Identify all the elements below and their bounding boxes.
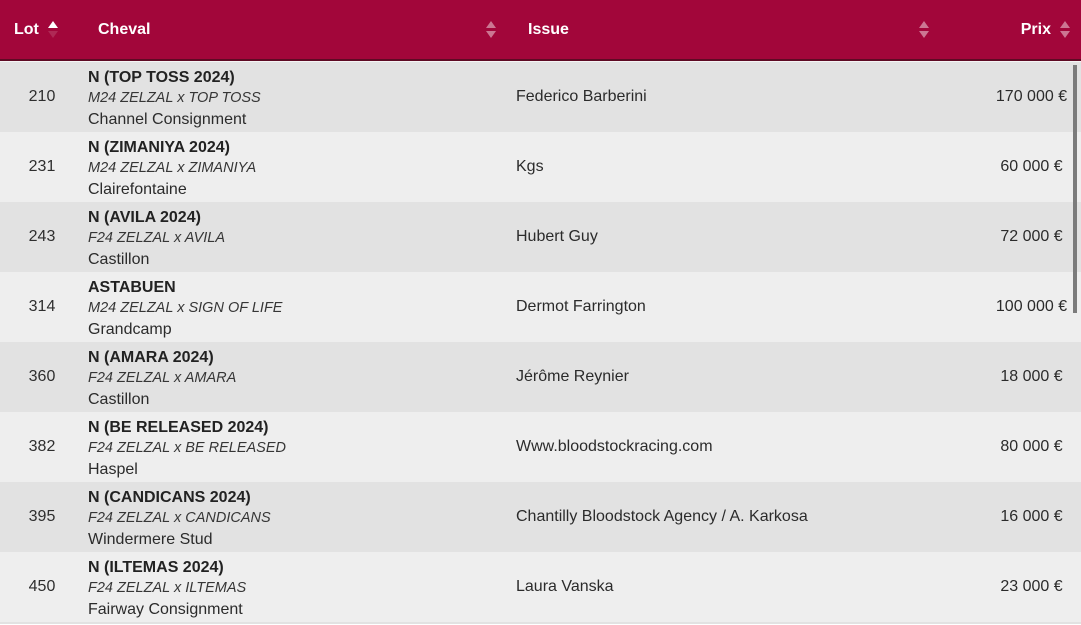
table-row[interactable]: 395 N (CANDICANS 2024) F24 ZELZAL x CAND… [0,482,1081,552]
sort-arrows-lot[interactable] [47,21,58,38]
lot-cell: 360 [28,368,56,385]
sort-arrows-prix[interactable] [1060,21,1070,38]
sort-arrows-cheval[interactable] [486,21,496,38]
sort-desc-icon [486,31,496,38]
horse-name: N (ILTEMAS 2024) [88,559,224,576]
issue-cell: Federico Barberini [516,88,647,105]
sort-asc-icon [486,21,496,28]
column-header-lot[interactable]: Lot [0,0,84,59]
issue-cell: Jérôme Reynier [516,368,629,385]
column-header-issue[interactable]: Issue [512,0,982,59]
sort-desc-icon [919,31,929,38]
table-row[interactable]: 450 N (ILTEMAS 2024) F24 ZELZAL x ILTEMA… [0,552,1081,622]
prix-cell: 72 000 € [1000,228,1063,245]
column-header-prix[interactable]: Prix [982,0,1081,59]
table-row[interactable]: 314 ASTABUEN M24 ZELZAL x SIGN OF LIFE G… [0,272,1081,342]
cheval-cell: N (ZIMANIYA 2024) M24 ZELZAL x ZIMANIYA … [84,132,512,202]
horse-name: N (AMARA 2024) [88,349,214,366]
vertical-scrollbar-thumb[interactable] [1073,65,1077,313]
horse-pedigree: F24 ZELZAL x AMARA [88,370,237,386]
cheval-cell: N (CANDICANS 2024) F24 ZELZAL x CANDICAN… [84,482,512,552]
horse-pedigree: M24 ZELZAL x TOP TOSS [88,90,261,106]
horse-pedigree: M24 ZELZAL x ZIMANIYA [88,160,257,176]
consignor-name: Clairefontaine [88,181,187,198]
prix-cell: 16 000 € [1000,508,1063,525]
cheval-cell: N (TOP TOSS 2024) M24 ZELZAL x TOP TOSS … [84,62,512,132]
consignor-name: Fairway Consignment [88,601,243,618]
lot-cell: 243 [28,228,56,245]
prix-cell: 170 000 € [995,88,1068,105]
consignor-name: Channel Consignment [88,111,247,128]
table-row[interactable]: 382 N (BE RELEASED 2024) F24 ZELZAL x BE… [0,412,1081,482]
lot-cell: 450 [28,578,56,595]
horse-pedigree: F24 ZELZAL x AVILA [88,230,226,246]
cheval-cell: N (ILTEMAS 2024) F24 ZELZAL x ILTEMAS Fa… [84,552,512,622]
column-header-prix-label: Prix [1020,20,1051,38]
cheval-cell: N (AVILA 2024) F24 ZELZAL x AVILA Castil… [84,202,512,272]
sort-desc-icon [47,31,58,38]
horse-name: ASTABUEN [88,279,176,296]
sort-asc-icon [47,21,58,28]
consignor-name: Castillon [88,251,150,268]
horse-name: N (TOP TOSS 2024) [88,69,235,86]
issue-cell: Hubert Guy [516,228,598,245]
prix-cell: 60 000 € [1000,158,1063,175]
column-header-cheval-label: Cheval [98,20,151,38]
issue-cell: Www.bloodstockracing.com [516,438,713,455]
sort-asc-icon [1060,21,1070,28]
table-row[interactable]: 243 N (AVILA 2024) F24 ZELZAL x AVILA Ca… [0,202,1081,272]
table-row[interactable]: 360 N (AMARA 2024) F24 ZELZAL x AMARA Ca… [0,342,1081,412]
horse-pedigree: F24 ZELZAL x ILTEMAS [88,580,247,596]
sort-desc-icon [1060,31,1070,38]
issue-cell: Chantilly Bloodstock Agency / A. Karkosa [516,508,808,525]
lot-cell: 210 [28,88,56,105]
sort-arrows-issue[interactable] [919,21,929,38]
prix-cell: 80 000 € [1000,438,1063,455]
issue-cell: Kgs [516,158,544,175]
prix-cell: 18 000 € [1000,368,1063,385]
consignor-name: Castillon [88,391,150,408]
prix-cell: 100 000 € [995,298,1068,315]
cheval-cell: N (BE RELEASED 2024) F24 ZELZAL x BE REL… [84,412,512,482]
partial-next-row [0,622,1081,624]
column-header-issue-label: Issue [528,20,569,38]
table-header-row: Lot Cheval Issue Prix [0,0,1081,61]
consignor-name: Haspel [88,461,138,478]
table-row[interactable]: 231 N (ZIMANIYA 2024) M24 ZELZAL x ZIMAN… [0,132,1081,202]
consignor-name: Grandcamp [88,321,172,338]
issue-cell: Laura Vanska [516,578,614,595]
table-row[interactable]: 210 N (TOP TOSS 2024) M24 ZELZAL x TOP T… [0,62,1081,132]
lot-cell: 231 [28,158,56,175]
lot-cell: 314 [28,298,56,315]
horse-name: N (ZIMANIYA 2024) [88,139,230,156]
consignor-name: Windermere Stud [88,531,213,548]
issue-cell: Dermot Farrington [516,298,646,315]
prix-cell: 23 000 € [1000,578,1063,595]
lot-cell: 382 [28,438,56,455]
horse-pedigree: M24 ZELZAL x SIGN OF LIFE [88,300,283,316]
column-header-lot-label: Lot [14,20,39,38]
cheval-cell: N (AMARA 2024) F24 ZELZAL x AMARA Castil… [84,342,512,412]
sort-asc-icon [919,21,929,28]
horse-name: N (AVILA 2024) [88,209,201,226]
horse-pedigree: F24 ZELZAL x CANDICANS [88,510,271,526]
horse-pedigree: F24 ZELZAL x BE RELEASED [88,440,286,456]
lot-cell: 395 [28,508,56,525]
column-header-cheval[interactable]: Cheval [84,0,512,59]
horse-name: N (CANDICANS 2024) [88,489,251,506]
horse-name: N (BE RELEASED 2024) [88,419,269,436]
cheval-cell: ASTABUEN M24 ZELZAL x SIGN OF LIFE Grand… [84,272,512,342]
table-body: 210 N (TOP TOSS 2024) M24 ZELZAL x TOP T… [0,61,1081,624]
